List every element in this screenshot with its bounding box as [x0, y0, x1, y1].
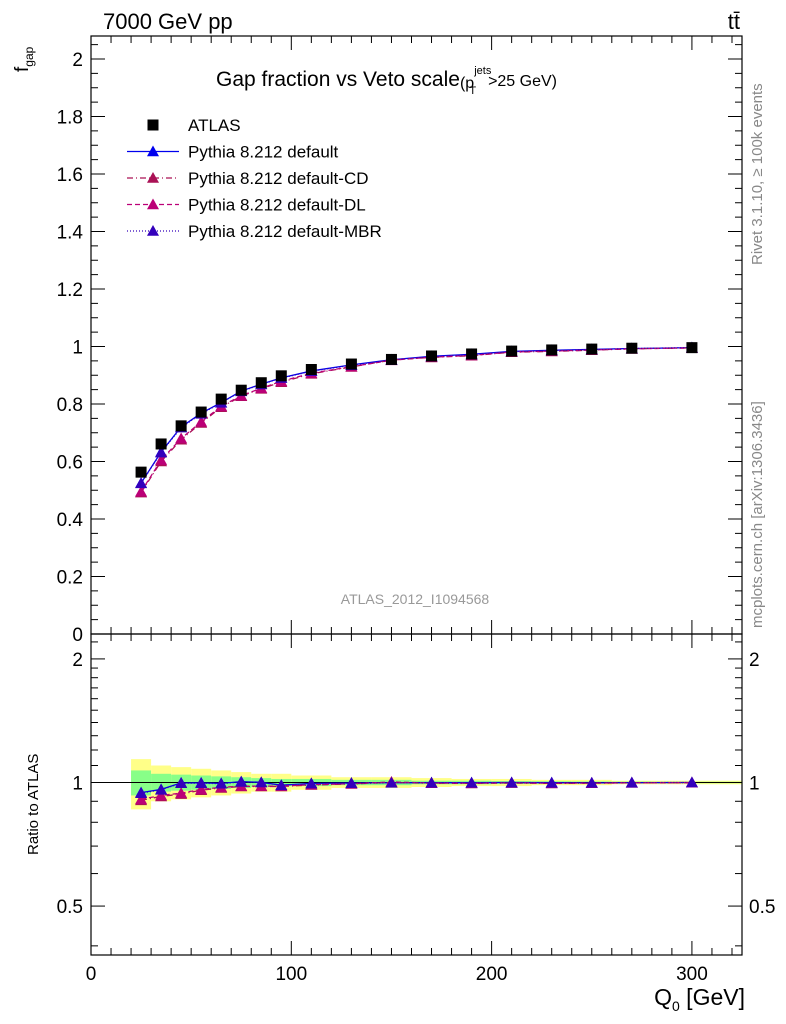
ratio-point-pythia-8-212-default-mbr — [305, 777, 318, 789]
ratio-point-pythia-8-212-default-mbr — [585, 776, 598, 788]
point-atlas — [195, 406, 207, 418]
legend-label-pythia-8-212-default: Pythia 8.212 default — [188, 143, 339, 162]
legend-marker-atlas — [147, 119, 159, 131]
ratio-ytick-label-left: 0.5 — [57, 897, 83, 918]
ratio-point-pythia-8-212-default-dl — [175, 787, 188, 798]
ratio-point-pythia-8-212-default-dl — [155, 789, 168, 801]
ratio-xtick-label: 100 — [275, 964, 307, 985]
ratio-point-pythia-8-212-default-mbr — [505, 776, 518, 788]
ratio-frame — [90, 633, 743, 956]
series-line-pythia-8-212-default-dl — [140, 347, 692, 493]
point-pythia-8-212-default-mbr — [135, 477, 148, 489]
axes-frames: 0 0.2 0.4 0.6 0.8 1 1.2 1.4 1.6 1.8 2 0 100 200 300 0.5… — [57, 35, 775, 985]
point-pythia-8-212-default-dl — [175, 432, 188, 444]
ratio-point-pythia-8-212-default-mbr — [275, 779, 288, 791]
ratio-point-pythia-8-212-default-mbr — [155, 783, 168, 795]
series-line-pythia-8-212-default-cd — [140, 347, 692, 493]
ratio-point-pythia-8-212-default-mbr — [135, 787, 148, 798]
point-atlas — [135, 466, 147, 478]
point-atlas — [546, 344, 558, 356]
point-atlas — [345, 358, 357, 370]
point-atlas — [275, 370, 287, 382]
main-ytick-label: 1.6 — [57, 165, 83, 186]
ratio-uncertainty-bands — [91, 759, 742, 810]
point-atlas — [255, 377, 267, 389]
legend-label-pythia-8-212-default-cd: Pythia 8.212 default-CD — [188, 169, 369, 188]
legend-label-pythia-8-212-default-mbr: Pythia 8.212 default-MBR — [188, 222, 382, 241]
point-atlas — [305, 364, 317, 375]
ratio-point-pythia-8-212-default-mbr — [425, 776, 438, 788]
main-ylabel: fgap — [12, 46, 36, 72]
legend-marker-pythia-8-212-default-cd — [147, 172, 159, 183]
ratio-point-pythia-8-212-default-mbr — [625, 776, 638, 788]
ratio-point-pythia-8-212-default-mbr — [215, 777, 228, 789]
legend-marker-pythia-8-212-default — [147, 145, 159, 157]
ratio-point-pythia-8-212-default-mbr — [345, 777, 358, 789]
main-ytick-label: 1.2 — [57, 280, 83, 301]
point-atlas — [215, 393, 227, 405]
x-axis-label: Q0 [GeV] — [654, 984, 745, 1014]
ratio-xtick-label: 0 — [86, 964, 97, 985]
analysis-watermark: ATLAS_2012_I1094568 — [341, 591, 490, 607]
energy-label: 7000 GeV pp — [103, 9, 233, 34]
point-pythia-8-212-default-dl — [135, 485, 148, 497]
ratio-point-pythia-8-212-default-mbr — [255, 776, 268, 788]
point-atlas — [235, 384, 247, 396]
legend-label-pythia-8-212-default-dl: Pythia 8.212 default-DL — [188, 196, 366, 215]
ratio-xtick-label: 200 — [476, 964, 508, 985]
main-ytick-label: 1.4 — [57, 223, 84, 244]
legend-marker-pythia-8-212-default-dl — [147, 198, 159, 210]
rivet-label: Rivet 3.1.10, ≥ 100k events — [749, 83, 766, 265]
point-atlas — [155, 438, 167, 450]
ratio-ylabel: Ratio to ATLAS — [25, 754, 42, 855]
main-ytick-label: 0 — [72, 625, 83, 646]
process-label: tt̄ — [728, 9, 740, 34]
main-ytick-label: 1.8 — [57, 108, 83, 129]
ratio-point-pythia-8-212-default-mbr — [235, 775, 248, 787]
ratio-point-pythia-8-212-default-dl — [195, 783, 208, 795]
legend-marker-pythia-8-212-default-mbr — [147, 225, 159, 236]
point-atlas — [466, 348, 478, 360]
point-pythia-8-212-default-mbr — [155, 446, 168, 458]
ratio-point-pythia-8-212-default-mbr — [545, 776, 558, 788]
main-ytick-label: 0.6 — [57, 453, 83, 474]
ratio-point-pythia-8-212-default-mbr — [685, 776, 698, 788]
ratio-point-pythia-8-212-default-mbr — [195, 777, 208, 789]
legend: ATLAS Pythia 8.212 default Pythia 8.212 de… — [127, 116, 382, 241]
ratio-ytick-label-left: 2 — [72, 650, 83, 671]
point-atlas — [175, 420, 187, 432]
main-ytick-label: 0.2 — [57, 568, 83, 589]
series-line-pythia-8-212-default — [140, 347, 692, 484]
ratio-ytick-label-right: 0.5 — [749, 897, 775, 918]
ratio-point-pythia-8-212-default-dl — [135, 793, 148, 805]
point-atlas — [686, 342, 698, 354]
ratio-panel-series — [135, 775, 698, 806]
main-ytick-label: 0.8 — [57, 395, 83, 416]
ratio-xtick-label: 300 — [676, 964, 708, 985]
mcplots-label: mcplots.cern.ch [arXiv:1306.3436] — [749, 401, 766, 628]
point-pythia-8-212-default-dl — [155, 454, 168, 465]
plot-title: Gap fraction vs Veto scale(pjets T>25 GeV… — [216, 65, 557, 97]
ratio-ytick-label-right: 2 — [749, 650, 760, 671]
point-atlas — [586, 343, 598, 355]
series-line-pythia-8-212-default-mbr — [140, 347, 692, 484]
main-ytick-label: 2 — [72, 50, 83, 71]
ratio-ytick-label-right: 1 — [749, 773, 760, 794]
point-atlas — [426, 350, 438, 362]
main-ytick-label: 0.4 — [57, 510, 84, 531]
ratio-point-pythia-8-212-default-mbr — [465, 776, 478, 788]
point-atlas — [506, 345, 518, 357]
ratio-ytick-label-left: 1 — [72, 773, 83, 794]
ratio-point-pythia-8-212-default-mbr — [175, 777, 188, 789]
point-atlas — [626, 342, 638, 354]
main-panel-series — [135, 341, 698, 498]
ratio-point-pythia-8-212-default-mbr — [385, 776, 398, 788]
point-pythia-8-212-default-dl — [195, 415, 208, 427]
main-ytick-label: 1 — [72, 338, 83, 359]
point-atlas — [385, 353, 397, 365]
legend-label-atlas: ATLAS — [188, 116, 241, 135]
